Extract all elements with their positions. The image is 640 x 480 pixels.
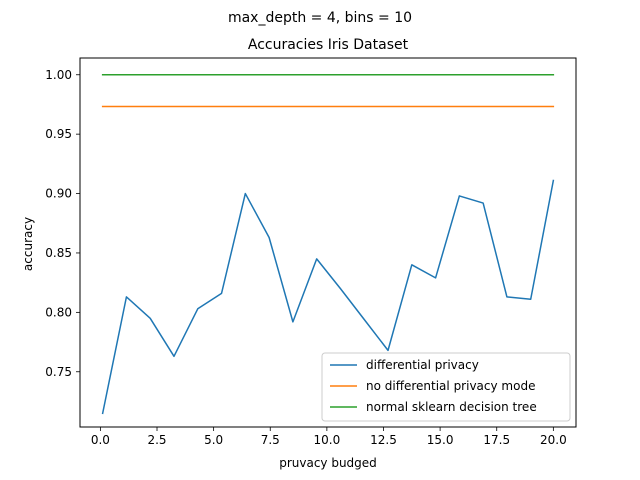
chart-suptitle: max_depth = 4, bins = 10 xyxy=(228,10,412,26)
y-tick-label: 1.00 xyxy=(45,68,72,82)
y-axis-label: accuracy xyxy=(21,217,35,271)
x-tick-label: 10.0 xyxy=(314,433,341,447)
y-tick-label: 0.85 xyxy=(45,246,72,260)
axes-frame xyxy=(79,57,577,428)
y-tick-label: 0.75 xyxy=(45,365,72,379)
chart-title: Accuracies Iris Dataset xyxy=(248,37,409,53)
plot-lines xyxy=(101,74,555,415)
y-tick-label: 0.95 xyxy=(45,127,72,141)
series-line-0 xyxy=(101,179,555,415)
legend-label-0: differential privacy xyxy=(366,358,479,372)
x-tick-label: 15.0 xyxy=(427,433,454,447)
x-tick-label: 12.5 xyxy=(370,433,397,447)
legend-box xyxy=(321,352,571,422)
x-axis-label: pruvacy budged xyxy=(279,456,377,470)
x-tick-label: 5.0 xyxy=(204,433,223,447)
legend: differential privacy no differential priv… xyxy=(321,352,571,422)
legend-label-1: no differential privacy mode xyxy=(366,379,535,393)
x-tick-label: 20.0 xyxy=(540,433,567,447)
legend-label-2: normal sklearn decision tree xyxy=(366,400,537,414)
x-tick-label: 17.5 xyxy=(483,433,510,447)
y-axis-ticks: 0.75 0.80 0.85 0.90 0.95 1.00 xyxy=(45,68,80,379)
y-tick-label: 0.90 xyxy=(45,187,72,201)
x-tick-label: 2.5 xyxy=(147,433,166,447)
x-axis-ticks: 0.0 2.5 5.0 7.5 10.0 12.5 15.0 17.5 20.0 xyxy=(91,427,567,447)
x-tick-label: 7.5 xyxy=(261,433,280,447)
x-tick-label: 0.0 xyxy=(91,433,110,447)
y-tick-label: 0.80 xyxy=(45,305,72,319)
